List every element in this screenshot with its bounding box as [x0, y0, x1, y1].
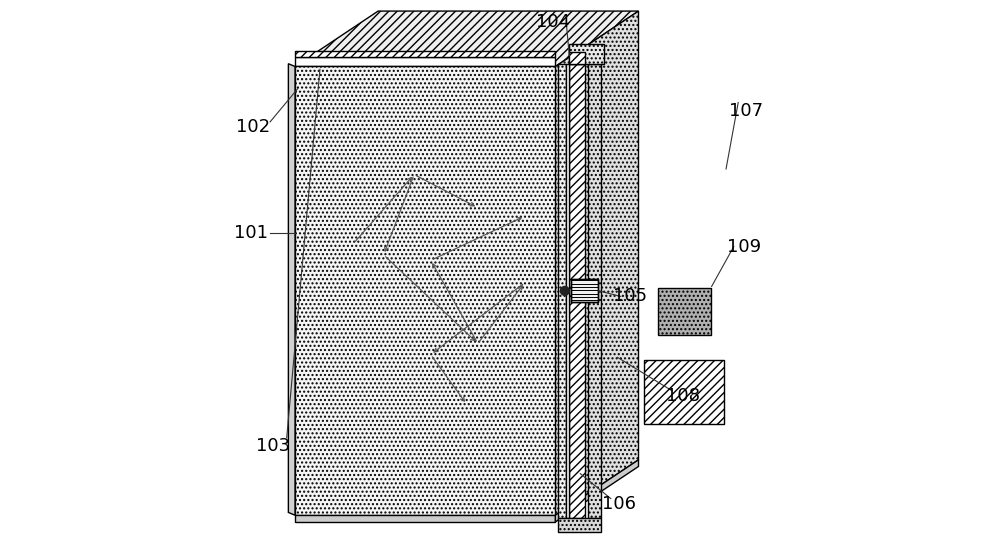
Text: 107: 107 — [729, 102, 764, 120]
Polygon shape — [295, 515, 555, 522]
Bar — [569, 52, 585, 64]
Bar — [558, 518, 601, 532]
Circle shape — [560, 286, 569, 295]
Text: 104: 104 — [536, 13, 570, 31]
Bar — [569, 44, 604, 64]
Text: 109: 109 — [727, 238, 761, 255]
Polygon shape — [288, 64, 295, 515]
Bar — [571, 279, 598, 302]
Bar — [571, 279, 598, 302]
Bar — [566, 64, 569, 518]
Text: 102: 102 — [236, 119, 271, 136]
Text: 105: 105 — [613, 288, 647, 305]
Bar — [644, 360, 724, 424]
Text: 108: 108 — [666, 387, 700, 405]
Bar — [558, 64, 566, 518]
Bar — [588, 64, 601, 518]
Bar — [569, 64, 585, 518]
Text: 101: 101 — [234, 224, 268, 242]
Polygon shape — [295, 11, 639, 66]
Text: 103: 103 — [256, 437, 290, 455]
Polygon shape — [295, 57, 555, 66]
Text: 106: 106 — [602, 495, 636, 513]
Polygon shape — [295, 66, 555, 515]
Bar — [658, 288, 711, 335]
Polygon shape — [555, 460, 639, 522]
Polygon shape — [555, 11, 639, 515]
Polygon shape — [295, 51, 555, 57]
